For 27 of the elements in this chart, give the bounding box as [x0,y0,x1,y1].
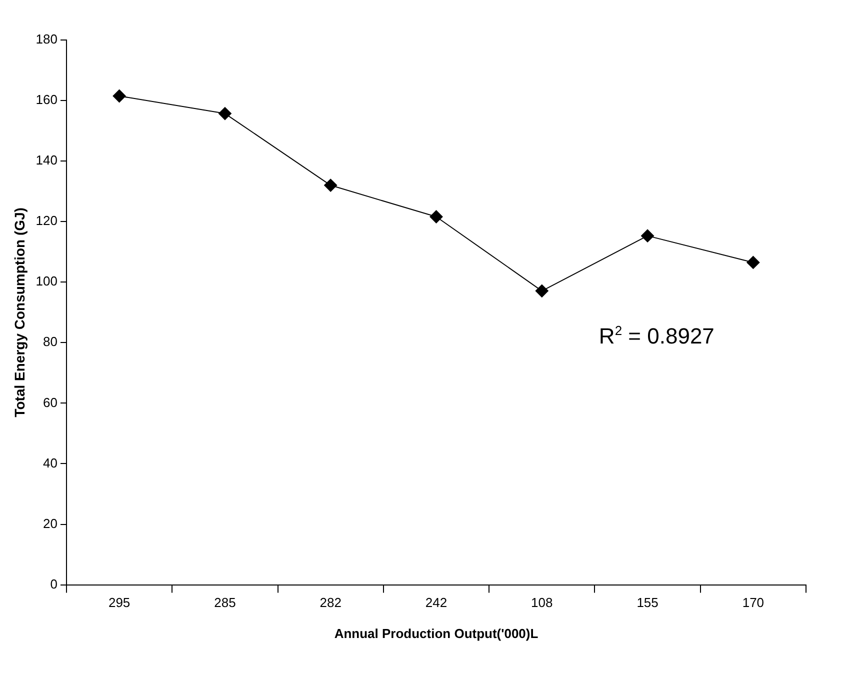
y-tick-label: 100 [36,274,58,289]
x-tick-label: 108 [531,595,553,610]
y-tick-label: 180 [36,32,58,47]
point [746,256,760,269]
y-tick-label: 40 [43,455,58,470]
annotation: R$^{2}$ = 0.8927 [598,323,714,350]
y-tick-label: 80 [43,334,58,350]
point [324,178,338,192]
y-tick-label: 140 [36,152,58,168]
point [430,210,443,224]
y-tick-label: 160 [36,92,58,108]
point [112,89,126,102]
x-tick-label: 285 [214,595,236,610]
point [641,229,654,242]
x-tick-label: 170 [742,595,764,610]
point [218,107,232,120]
y-tick-label: 120 [36,213,58,228]
y-tick-label: 0 [50,576,58,592]
y-tick-label: 60 [43,394,58,410]
x-tick-label: 282 [320,595,342,610]
x-axis-title: Annual Production Output('000)L [334,626,538,641]
x-tick-label: 295 [108,595,130,610]
y-axis-title: Total Energy Consumption (GJ) [11,208,28,418]
x-tick-label: 242 [425,595,448,610]
y-tick-label: 20 [43,516,58,531]
x-tick-label: 155 [636,595,658,610]
point [535,284,548,298]
